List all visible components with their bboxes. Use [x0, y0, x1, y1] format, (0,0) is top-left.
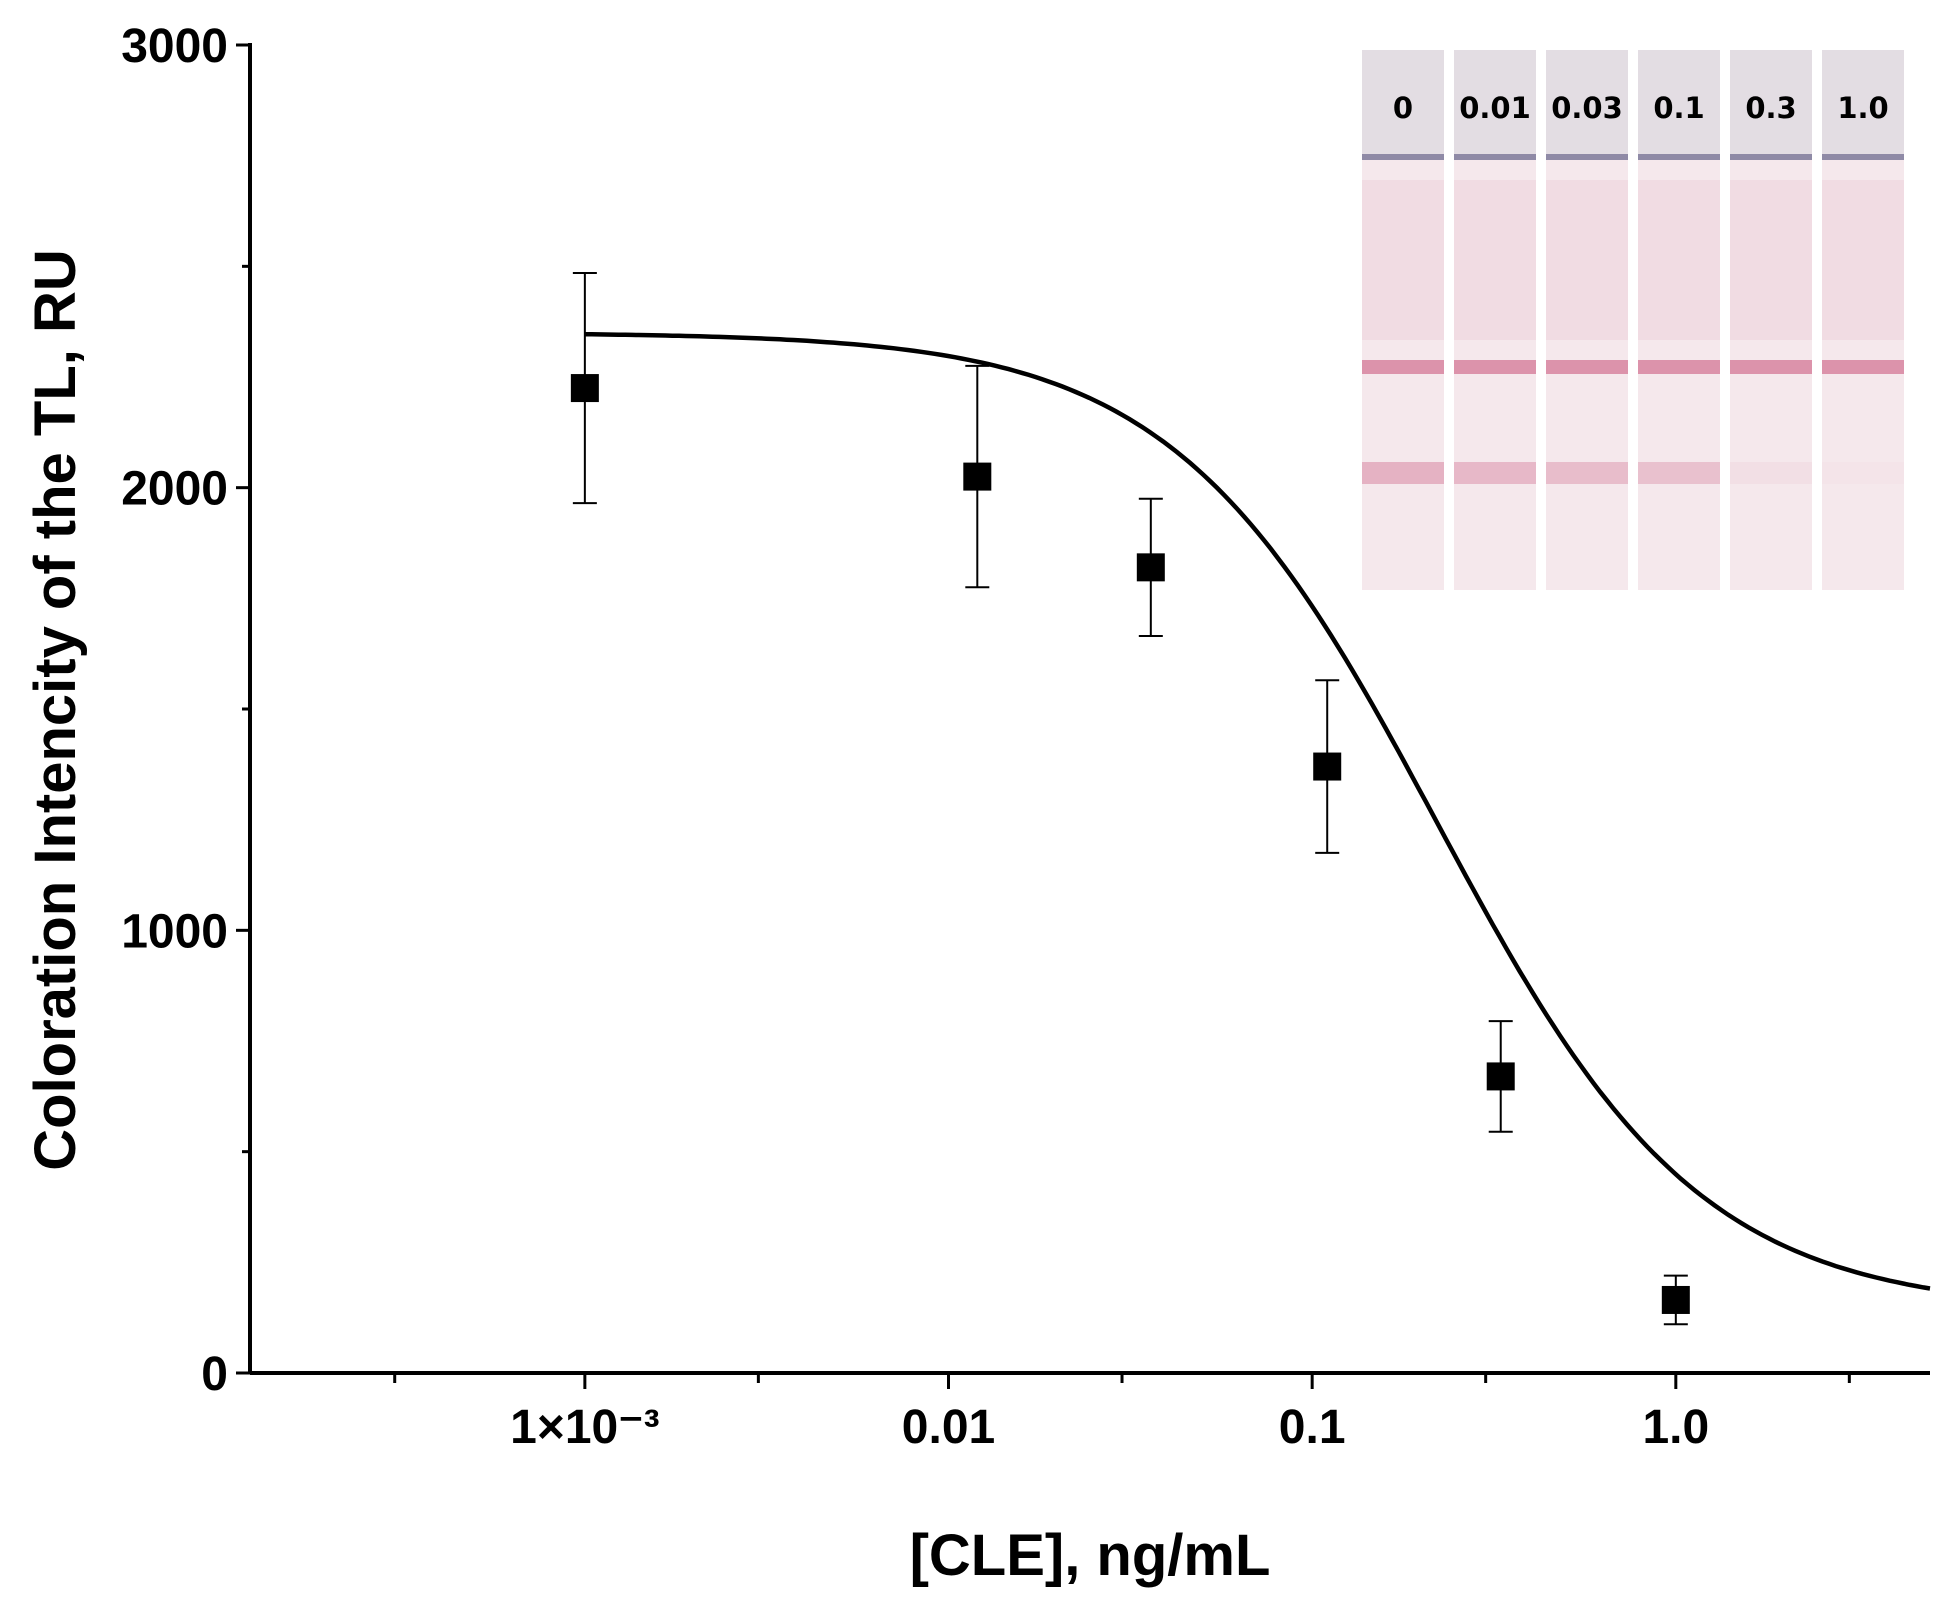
x-tick-label: 0.1	[1279, 1401, 1346, 1454]
y-tick-label: 2000	[121, 463, 228, 516]
strip-sample-pad	[1546, 50, 1628, 158]
y-tick-label: 3000	[121, 20, 228, 73]
strip-label: 0.1	[1653, 91, 1704, 125]
strip-sample-pad	[1638, 50, 1720, 158]
y-tick-label: 0	[201, 1348, 228, 1401]
inset-background	[1358, 48, 1908, 592]
test-strip: 0.3	[1730, 50, 1812, 590]
data-point	[1661, 1285, 1690, 1314]
strip-sample-pad	[1454, 50, 1536, 158]
strip-smear	[1546, 180, 1628, 340]
y-axis-title: Coloration Intencity of the TL, RU	[23, 249, 88, 1171]
test-strip: 0.03	[1546, 50, 1628, 590]
strip-test-line	[1638, 462, 1720, 484]
strip-control-line	[1730, 360, 1812, 374]
inset-photo-strips: 0 0.01 0.03 0.1 0.3 1.0	[1358, 48, 1908, 592]
data-points	[570, 271, 1690, 1326]
strip-test-line	[1454, 462, 1536, 484]
strip-label: 0.3	[1745, 91, 1796, 125]
strip-test-line	[1730, 462, 1812, 484]
strip-control-line	[1454, 360, 1536, 374]
x-tick-label: 0.01	[902, 1401, 995, 1454]
data-point-group	[1136, 497, 1165, 637]
strip-pad-edge	[1454, 154, 1536, 160]
strip-control-line	[1822, 360, 1904, 374]
test-strip: 0.1	[1638, 50, 1720, 590]
data-point	[1136, 553, 1165, 582]
strip-smear	[1362, 180, 1444, 340]
strip-membrane	[1822, 160, 1904, 590]
strip-smear	[1638, 180, 1720, 340]
test-strip: 0.01	[1454, 50, 1536, 590]
test-strip: 1.0	[1822, 50, 1904, 590]
strip-pad-edge	[1638, 154, 1720, 160]
strip-control-line	[1362, 360, 1444, 374]
strip-smear	[1454, 180, 1536, 340]
strip-pad-edge	[1362, 154, 1444, 160]
strip-test-line	[1822, 462, 1904, 484]
strip-control-line	[1546, 360, 1628, 374]
axes: 0 1000 2000 3000 1×10⁻³ 0.01 0.1 1.0	[121, 20, 1930, 1454]
x-tick-label: 1.0	[1642, 1401, 1709, 1454]
strip-membrane	[1546, 160, 1628, 590]
strip-pad-edge	[1546, 154, 1628, 160]
data-point-group	[1661, 1274, 1690, 1326]
x-axis-title: [CLE], ng/mL	[910, 1523, 1271, 1588]
strip-smear	[1822, 180, 1904, 340]
strip-test-line	[1546, 462, 1628, 484]
strip-control-line	[1638, 360, 1720, 374]
strip-label: 0.03	[1551, 91, 1623, 125]
data-point-group	[1313, 679, 1342, 854]
strip-sample-pad	[1822, 50, 1904, 158]
strip-label: 0.01	[1459, 91, 1531, 125]
strip-membrane	[1454, 160, 1536, 590]
fit-curve	[584, 331, 1931, 1291]
test-strip: 0	[1362, 50, 1444, 590]
y-tick-label: 1000	[121, 905, 228, 958]
data-point-group	[1486, 1020, 1515, 1133]
data-point-group	[963, 364, 992, 589]
strip-membrane	[1730, 160, 1812, 590]
data-point	[570, 374, 599, 403]
strip-label: 0	[1393, 91, 1413, 125]
data-point-group	[570, 271, 599, 505]
strip-membrane	[1638, 160, 1720, 590]
strip-sample-pad	[1730, 50, 1812, 158]
strip-label: 1.0	[1837, 91, 1888, 125]
strip-test-line	[1362, 462, 1444, 484]
strip-sample-pad	[1362, 50, 1444, 158]
strip-membrane	[1362, 160, 1444, 590]
data-point	[1486, 1062, 1515, 1091]
data-point	[1313, 752, 1342, 781]
strip-smear	[1730, 180, 1812, 340]
strip-pad-edge	[1730, 154, 1812, 160]
strip-pad-edge	[1822, 154, 1904, 160]
x-tick-label: 1×10⁻³	[510, 1401, 659, 1454]
data-point	[963, 462, 992, 491]
fit-curve-group	[584, 331, 1931, 1291]
